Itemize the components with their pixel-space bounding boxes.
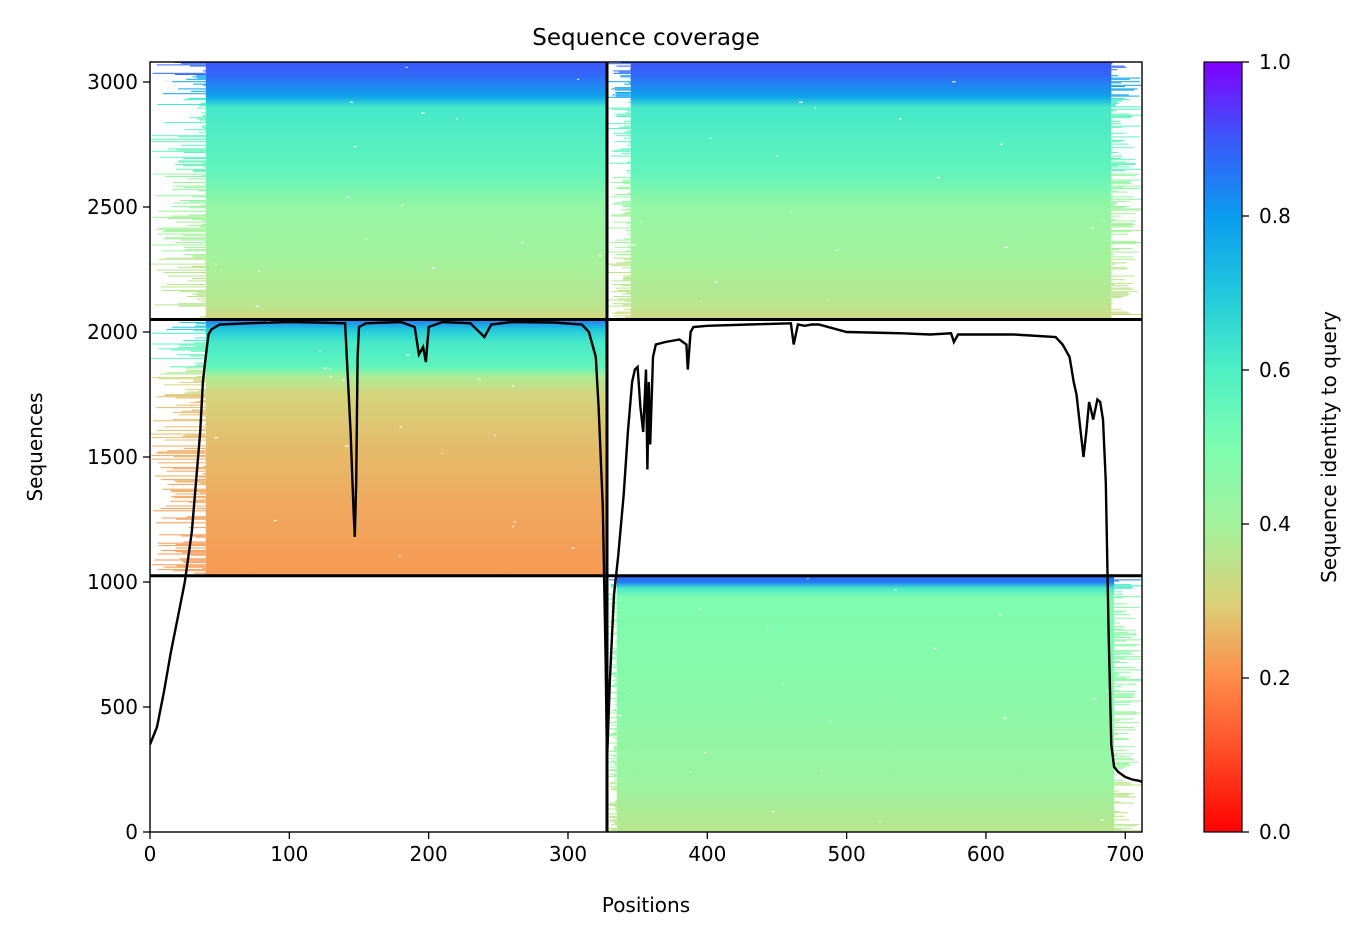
x-tick-label: 400 xyxy=(688,842,726,866)
colorbar-label: Sequence identity to query xyxy=(1317,311,1341,583)
y-axis-ticks: 0 500 1000 1500 2000 2500 3000 xyxy=(87,70,150,844)
colorbar-tick-label: 0.8 xyxy=(1259,204,1291,228)
y-tick-label: 0 xyxy=(125,820,138,844)
colorbar-tick-label: 0.4 xyxy=(1259,512,1291,536)
y-tick-label: 2000 xyxy=(87,320,138,344)
y-tick-label: 1000 xyxy=(87,570,138,594)
x-axis-ticks: 0 100 200 300 400 500 600 700 xyxy=(144,832,1144,866)
chart-title: Sequence coverage xyxy=(532,25,760,51)
y-tick-label: 1500 xyxy=(87,445,138,469)
colorbar-tick-label: 0.2 xyxy=(1259,666,1291,690)
x-tick-label: 0 xyxy=(144,842,157,866)
colorbar-tick-label: 1.0 xyxy=(1259,50,1291,74)
x-tick-label: 500 xyxy=(828,842,866,866)
x-axis-label: Positions xyxy=(602,893,690,917)
coverage-block-domain-2-top xyxy=(630,62,1112,320)
colorbar-tick-label: 0.0 xyxy=(1259,820,1291,844)
colorbar-tick-label: 0.6 xyxy=(1259,358,1291,382)
alignment-gaps xyxy=(214,66,1108,822)
coverage-block-domain-2-bottom xyxy=(616,575,1115,832)
coverage-block-domain-1-top xyxy=(205,62,607,320)
coverage-blocks xyxy=(150,62,1142,832)
colorbar-ticks: 0.0 0.2 0.4 0.6 0.8 1.0 xyxy=(1242,50,1291,844)
y-tick-label: 500 xyxy=(100,695,138,719)
y-tick-label: 2500 xyxy=(87,195,138,219)
coverage-line xyxy=(150,320,1142,784)
x-tick-label: 600 xyxy=(967,842,1005,866)
colorbar xyxy=(1203,61,1243,833)
y-axis-label: Sequences xyxy=(23,392,47,501)
x-tick-label: 700 xyxy=(1106,842,1144,866)
x-tick-label: 200 xyxy=(410,842,448,866)
y-tick-label: 3000 xyxy=(87,70,138,94)
coverage-block-domain-1-middle xyxy=(205,319,607,576)
plot-frame xyxy=(149,61,1143,833)
x-tick-label: 100 xyxy=(270,842,308,866)
x-tick-label: 300 xyxy=(549,842,587,866)
